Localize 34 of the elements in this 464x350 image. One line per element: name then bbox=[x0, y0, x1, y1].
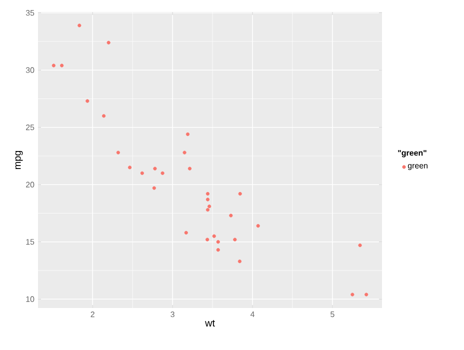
point bbox=[350, 292, 354, 296]
point bbox=[186, 132, 190, 136]
point bbox=[208, 204, 212, 208]
point bbox=[256, 224, 260, 228]
point bbox=[152, 186, 156, 190]
point bbox=[102, 114, 106, 118]
x-axis-title: wt bbox=[205, 320, 215, 327]
point bbox=[86, 99, 90, 103]
point bbox=[206, 192, 210, 196]
point bbox=[216, 248, 220, 252]
point bbox=[206, 238, 210, 242]
point bbox=[238, 192, 242, 196]
point bbox=[184, 230, 188, 235]
point bbox=[233, 238, 237, 242]
point bbox=[153, 166, 157, 170]
point bbox=[140, 171, 144, 175]
point bbox=[78, 24, 82, 28]
point bbox=[160, 171, 164, 175]
point bbox=[206, 208, 210, 212]
point bbox=[238, 260, 242, 264]
point bbox=[212, 234, 216, 238]
point bbox=[358, 244, 362, 248]
point bbox=[116, 150, 120, 154]
point bbox=[60, 64, 64, 68]
point bbox=[229, 214, 233, 218]
point bbox=[52, 64, 56, 68]
point bbox=[188, 166, 192, 170]
y-axis-title: mpg bbox=[15, 150, 23, 170]
point bbox=[206, 198, 210, 202]
point bbox=[216, 240, 220, 244]
point bbox=[128, 166, 132, 170]
point bbox=[106, 40, 110, 44]
point bbox=[364, 292, 368, 296]
point bbox=[182, 150, 186, 154]
